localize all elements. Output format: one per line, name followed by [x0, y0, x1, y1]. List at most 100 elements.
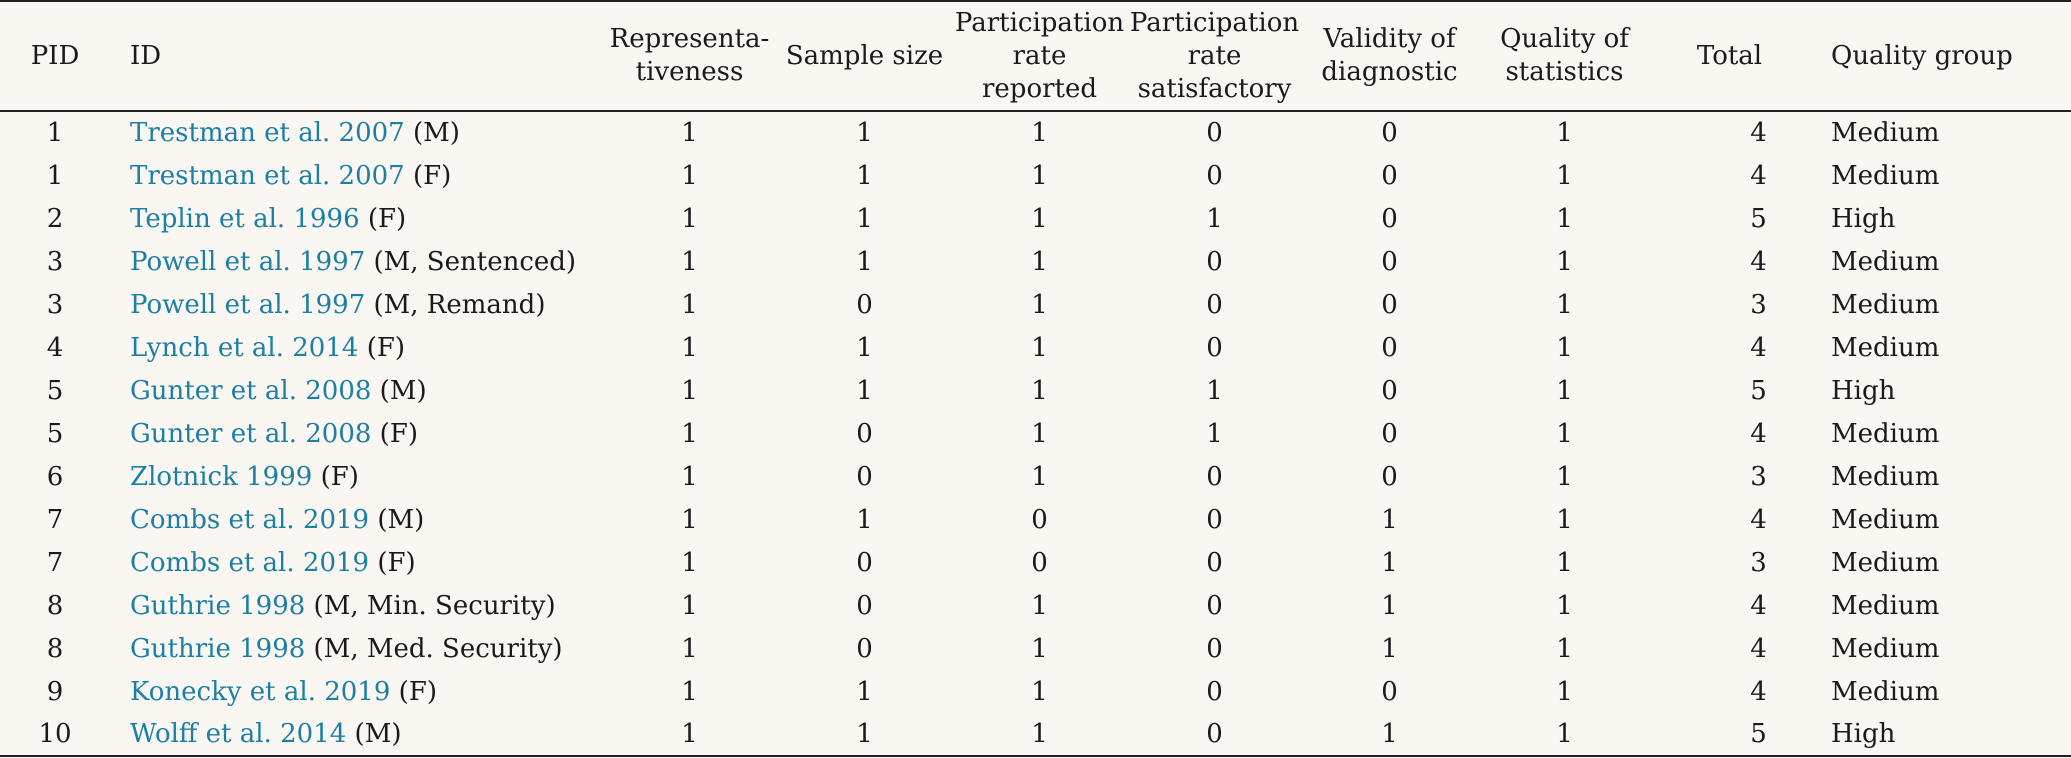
- cell-quality-statistics: 1: [1556, 203, 1573, 234]
- cell-pid: 5: [46, 418, 64, 449]
- cell-total: 4: [1750, 332, 1767, 363]
- study-link[interactable]: Wolff et al. 2014: [130, 719, 347, 749]
- study-link[interactable]: Powell et al. 1997: [130, 289, 366, 320]
- cell-participation-satisfactory: 0: [1206, 332, 1223, 363]
- cell-id[interactable]: Gunter et al. 2008 (F): [110, 412, 602, 455]
- cell-total: 3: [1750, 461, 1767, 492]
- cell-validity: 1: [1381, 633, 1398, 664]
- cell-id[interactable]: Powell et al. 1997 (M, Remand): [110, 283, 602, 326]
- cell-quality-statistics: 1: [1556, 118, 1573, 148]
- cell-validity: 0: [1381, 118, 1398, 148]
- cell-id[interactable]: Wolff et al. 2014 (M): [110, 713, 602, 756]
- cell-validity: 1: [1381, 504, 1398, 535]
- cell-participation-reported: 1: [1031, 590, 1048, 621]
- cell-participation-satisfactory: 0: [1206, 118, 1223, 148]
- cell-pid: 1: [46, 118, 64, 148]
- cell-validity: 1: [1381, 719, 1398, 749]
- cell-representativeness: 1: [681, 289, 698, 320]
- cell-validity: 0: [1381, 375, 1398, 406]
- cell-validity: 1: [1381, 547, 1398, 578]
- cell-sample-size: 1: [856, 375, 873, 406]
- study-link[interactable]: Teplin et al. 1996: [130, 203, 360, 234]
- cell-sample-size: 1: [856, 719, 873, 749]
- cell-representativeness: 1: [681, 461, 698, 492]
- cell-participation-satisfactory: 0: [1206, 719, 1223, 749]
- cell-validity: 1: [1381, 590, 1398, 621]
- cell-sample-size: 1: [856, 118, 873, 148]
- cell-id[interactable]: Konecky et al. 2019 (F): [110, 670, 602, 713]
- cell-quality-statistics: 1: [1556, 633, 1573, 664]
- cell-representativeness: 1: [681, 676, 698, 707]
- cell-quality-group: Medium: [1831, 246, 1940, 277]
- study-note: (M): [354, 719, 402, 749]
- cell-participation-reported: 1: [1031, 418, 1048, 449]
- header-participation-reported: Participation rate reported: [954, 7, 1125, 104]
- cell-id[interactable]: Lynch et al. 2014 (F): [110, 326, 602, 369]
- cell-quality-statistics: 1: [1556, 719, 1573, 749]
- table-row: 8 Guthrie 1998 (M, Min. Security) 1 0 1 0 1 1 4 M…: [0, 584, 2071, 627]
- study-link[interactable]: Trestman et al. 2007: [130, 160, 405, 191]
- study-link[interactable]: Trestman et al. 2007: [130, 118, 405, 148]
- table-row: 9 Konecky et al. 2019 (F) 1 1 1 0 0 1 4 Medium: [0, 670, 2071, 713]
- study-link[interactable]: Gunter et al. 2008: [130, 418, 372, 449]
- header-participation-satisfactory: Participation rate satisfactory: [1129, 7, 1300, 104]
- cell-id[interactable]: Guthrie 1998 (M, Med. Security): [110, 627, 602, 670]
- cell-quality-group: High: [1831, 375, 1896, 406]
- cell-id[interactable]: Trestman et al. 2007 (F): [110, 154, 602, 197]
- table-row: 2 Teplin et al. 1996 (F) 1 1 1 1 0 1 5 High: [0, 197, 2071, 240]
- cell-id[interactable]: Gunter et al. 2008 (M): [110, 369, 602, 412]
- cell-participation-reported: 0: [1031, 504, 1048, 535]
- cell-quality-statistics: 1: [1556, 418, 1573, 449]
- cell-quality-group: Medium: [1831, 504, 1940, 535]
- study-link[interactable]: Combs et al. 2019: [130, 504, 370, 535]
- cell-id[interactable]: Guthrie 1998 (M, Min. Security): [110, 584, 602, 627]
- cell-id[interactable]: Trestman et al. 2007 (M): [110, 111, 602, 154]
- cell-participation-satisfactory: 0: [1206, 590, 1223, 621]
- cell-id[interactable]: Powell et al. 1997 (M, Sentenced): [110, 240, 602, 283]
- study-note: (F): [398, 676, 437, 707]
- cell-representativeness: 1: [681, 246, 698, 277]
- study-link[interactable]: Combs et al. 2019: [130, 547, 370, 578]
- cell-quality-group: Medium: [1831, 590, 1940, 621]
- cell-id[interactable]: Teplin et al. 1996 (F): [110, 197, 602, 240]
- cell-quality-group: Medium: [1831, 289, 1940, 320]
- header-sample-size: Sample size: [785, 40, 944, 71]
- cell-participation-reported: 1: [1031, 160, 1048, 191]
- study-link[interactable]: Konecky et al. 2019: [130, 676, 391, 707]
- cell-total: 4: [1750, 504, 1767, 535]
- cell-validity: 0: [1381, 676, 1398, 707]
- cell-id[interactable]: Combs et al. 2019 (M): [110, 498, 602, 541]
- study-link[interactable]: Gunter et al. 2008: [130, 375, 372, 406]
- cell-pid: 2: [46, 203, 64, 234]
- header-validity: Validity of diagnostic: [1321, 24, 1458, 87]
- cell-participation-satisfactory: 0: [1206, 160, 1223, 191]
- study-link[interactable]: Lynch et al. 2014: [130, 332, 359, 363]
- cell-participation-reported: 1: [1031, 118, 1048, 148]
- cell-sample-size: 0: [856, 289, 873, 320]
- study-link[interactable]: Zlotnick 1999: [130, 461, 313, 492]
- cell-participation-reported: 1: [1031, 461, 1048, 492]
- table-row: 3 Powell et al. 1997 (M, Remand) 1 0 1 0 0 1 3 Me…: [0, 283, 2071, 326]
- study-note: (M): [377, 504, 425, 535]
- cell-participation-satisfactory: 0: [1206, 246, 1223, 277]
- cell-pid: 3: [46, 289, 64, 320]
- table-row: 6 Zlotnick 1999 (F) 1 0 1 0 0 1 3 Medium: [0, 455, 2071, 498]
- study-link[interactable]: Guthrie 1998: [130, 633, 306, 664]
- study-note: (F): [367, 203, 407, 234]
- cell-id[interactable]: Zlotnick 1999 (F): [110, 455, 602, 498]
- cell-quality-group: Medium: [1831, 461, 1940, 492]
- cell-representativeness: 1: [681, 118, 698, 148]
- cell-id[interactable]: Combs et al. 2019 (F): [110, 541, 602, 584]
- cell-quality-statistics: 1: [1556, 461, 1573, 492]
- cell-total: 3: [1750, 289, 1767, 320]
- cell-quality-statistics: 1: [1556, 590, 1573, 621]
- cell-quality-group: Medium: [1831, 160, 1940, 191]
- study-note: (M, Med. Security): [313, 633, 563, 664]
- cell-representativeness: 1: [681, 590, 698, 621]
- study-link[interactable]: Powell et al. 1997: [130, 246, 366, 277]
- study-link[interactable]: Guthrie 1998: [130, 590, 306, 621]
- table-header: PID ID Representa-tiveness Sample size P…: [0, 1, 2071, 111]
- cell-quality-group: Medium: [1831, 633, 1940, 664]
- cell-representativeness: 1: [681, 203, 698, 234]
